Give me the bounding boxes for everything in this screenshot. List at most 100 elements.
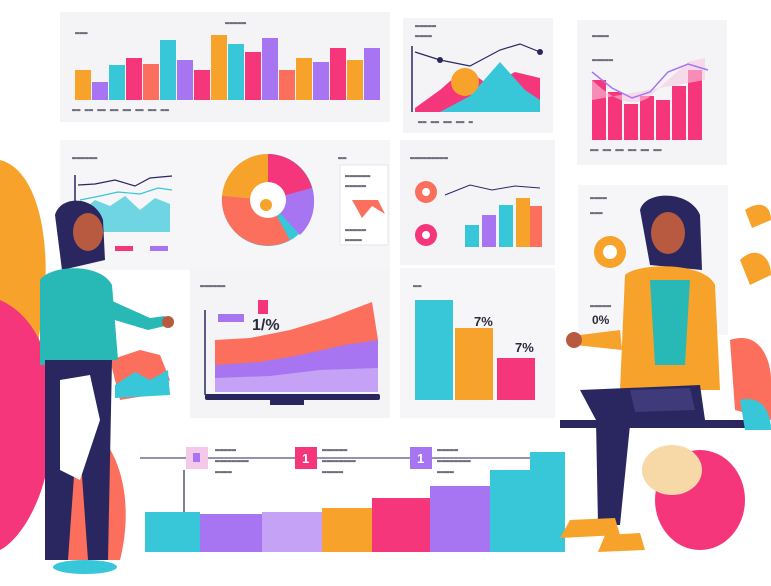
top-bar (347, 60, 363, 100)
legend-line: ▬▬▬▬▬ (345, 182, 367, 190)
sitting-woman (560, 195, 760, 552)
sitting-woman-arm (575, 330, 622, 350)
top-bar (211, 35, 227, 100)
right-donut-hole (603, 245, 617, 259)
donut-title-scribble: ▬▬ (338, 154, 347, 162)
top-bar (262, 38, 278, 100)
woman-highlight (60, 375, 100, 480)
legend-text: ▬▬▬▬▬ (437, 446, 459, 454)
right-axis-scribble: ▬▬ ▬▬ ▬▬ ▬▬ ▬▬ ▬▬ (590, 146, 662, 154)
top-bar (245, 52, 261, 100)
right-chart-subtitle-scribble: ▬▬▬▬▬ (592, 56, 614, 64)
laptop-title-scribble: ▬▬▬▬▬▬ (200, 282, 226, 290)
bar-percent-label: 7% (474, 314, 493, 329)
legend-icon-purple (410, 447, 432, 469)
right-soft-area (592, 58, 705, 103)
legend-line: ▬▬▬▬▬ (345, 226, 367, 234)
top-bar (177, 60, 193, 100)
legend-text: ▬▬▬▬ (215, 468, 233, 476)
area-axis-scribble: ▬▬ ▬▬ ▬▬ ▬▬ ▬ (418, 118, 474, 126)
right-card-percent: 0% (592, 313, 610, 327)
line-chart-series (77, 175, 173, 187)
bar (516, 198, 530, 247)
line-chart-series-2 (79, 187, 173, 201)
bottom-color-strip (145, 452, 565, 552)
laptop-base (205, 394, 380, 400)
area-orange-blob (451, 68, 479, 96)
top-bar-chart (75, 35, 380, 100)
left-small-chart-fill (115, 370, 170, 398)
sitting-woman-shoe (560, 518, 620, 538)
woman-face (73, 213, 103, 251)
legend-mini-shape (352, 200, 385, 218)
top-bar (330, 48, 346, 100)
bar-pink (497, 358, 535, 400)
bar (608, 92, 622, 140)
laptop-lilac-area (215, 368, 378, 392)
bar (624, 104, 638, 140)
chart-title-scribble: ▬▬▬▬▬ (225, 19, 247, 27)
right-card-subtitle-scribble: ▬▬▬ (590, 209, 603, 217)
top-bar (75, 70, 91, 100)
woman-arm (108, 300, 165, 330)
top-bar (194, 70, 210, 100)
strip-segment (530, 452, 565, 552)
axis-ticks-scribble: ▬▬ ▬▬ ▬▬ ▬▬ ▬▬ ▬▬ ▬▬ ▬▬ (72, 106, 170, 114)
bar (499, 205, 513, 247)
strip-segment (490, 470, 530, 552)
legend-text: ▬▬▬▬▬ (322, 468, 344, 476)
laptop-percent-label: 1/% (252, 317, 280, 334)
legend-marker-2: 1 (417, 451, 424, 466)
bar (465, 225, 479, 247)
area-chart-title-scribble: ▬▬▬▬▬ (415, 22, 437, 30)
sitting-woman-knee (630, 388, 695, 412)
bar-percent-label-2: 7% (515, 340, 534, 355)
right-leaf-orange (740, 252, 771, 285)
laptop-flag (258, 300, 268, 314)
trend-point (437, 57, 443, 63)
bottom-bar-title-scribble: ▬▬ (413, 282, 422, 290)
woman-shoes (53, 560, 117, 574)
legend-text: ▬▬▬▬▬▬ (322, 446, 348, 454)
top-bar (109, 65, 125, 100)
strip-segment (430, 486, 490, 552)
bar (530, 206, 542, 247)
legend-text: ▬▬▬▬ (437, 468, 455, 476)
bar (640, 96, 654, 140)
legend-marker-1: 1 (302, 451, 309, 466)
line-chart-title-scribble: ▬▬▬▬▬▬ (72, 154, 98, 162)
right-leaf (730, 338, 771, 420)
strip-segment (322, 508, 372, 552)
top-bar (92, 82, 108, 100)
bar (688, 70, 702, 140)
area-cyan-series (440, 62, 540, 112)
right-leaf-cyan (740, 399, 771, 430)
area-trend-line (414, 43, 541, 67)
sitting-woman-shoe-2 (598, 533, 645, 552)
donut-center-dot (260, 199, 272, 211)
bar (672, 86, 686, 140)
right-leaf-small (745, 204, 771, 228)
legend-row: ▬▬▬▬▬ ▬▬▬▬▬▬▬▬ ▬▬▬▬ 1 ▬▬▬▬▬▬ ▬▬▬▬▬▬▬▬ ▬▬… (186, 446, 472, 476)
right-pink-bars (592, 70, 702, 140)
right-card-line-scribble: ▬▬▬▬▬ (590, 302, 612, 310)
legend-text: ▬▬▬▬▬▬▬▬ (437, 457, 472, 465)
bench (560, 420, 760, 428)
top-bar (313, 62, 329, 100)
woman-sweater (40, 268, 118, 365)
top-bar (126, 58, 142, 100)
laptop-badge (218, 314, 244, 322)
mid-bar-title-scribble: ▬▬▬▬▬▬▬▬▬ (410, 154, 449, 162)
legend-swatch (150, 246, 168, 251)
bar (656, 100, 670, 140)
strip-segment (145, 512, 200, 552)
chart-subtitle-scribble: ▬▬▬ (75, 29, 88, 37)
right-chart-title-scribble: ▬▬▬▬ (592, 32, 610, 40)
right-card-title-scribble: ▬▬▬▬ (590, 194, 608, 202)
top-bar (228, 44, 244, 100)
legend-text: ▬▬▬▬▬▬▬▬ (322, 457, 357, 465)
donut-chart (221, 153, 315, 246)
legend-swatch (115, 246, 133, 251)
